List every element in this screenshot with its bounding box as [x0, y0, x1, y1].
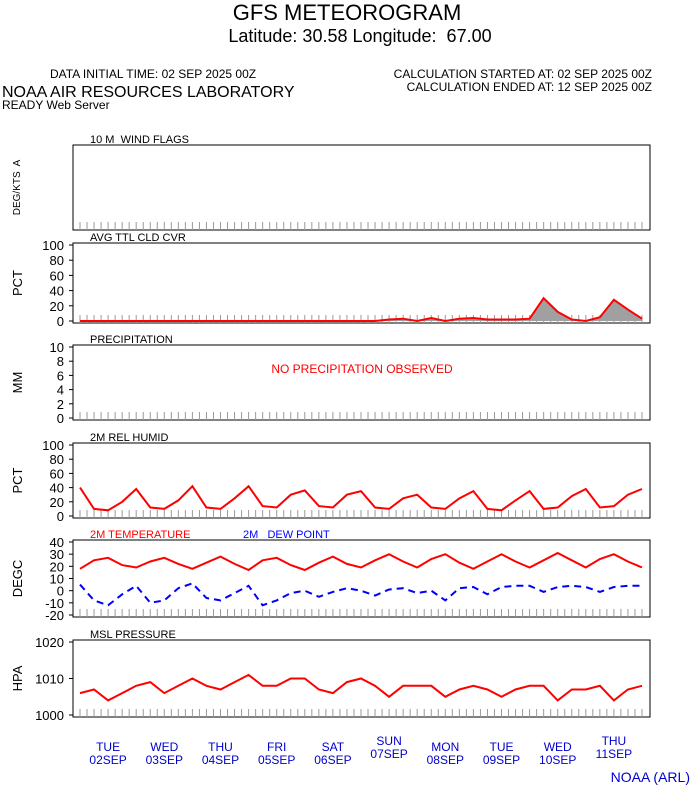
- y-tick-label: 2: [57, 397, 64, 412]
- legend-entry: 2M TEMPERATURE: [90, 529, 190, 541]
- y-tick-label: 20: [50, 495, 64, 510]
- y-tick-label: 0: [57, 314, 64, 329]
- y-axis-label: MM: [10, 372, 25, 394]
- date-label: 05SEP: [258, 753, 295, 767]
- series-line: [79, 551, 643, 572]
- initial-time: DATA INITIAL TIME: 02 SEP 2025 00Z: [50, 67, 256, 81]
- panel-title: 10 M WIND FLAGS: [90, 134, 189, 146]
- day-label: TUE: [96, 740, 120, 754]
- y-tick-label: 100: [42, 238, 64, 253]
- y-tick-label: 0: [57, 584, 64, 599]
- y-tick-label: 0: [57, 411, 64, 426]
- y-tick-label: 1010: [35, 672, 64, 687]
- panel-title: 2M REL HUMID: [90, 432, 168, 444]
- calc-ended: CALCULATION ENDED AT: 12 SEP 2025 00Z: [407, 80, 652, 94]
- annotation: NO PRECIPITATION OBSERVED: [271, 362, 453, 376]
- date-label: 02SEP: [89, 753, 126, 767]
- day-label: SUN: [376, 734, 401, 748]
- panel-frame: [72, 344, 651, 421]
- panel-title: AVG TTL CLD CVR: [90, 232, 186, 244]
- date-label: 11SEP: [596, 747, 632, 761]
- y-axis-label: DEGC: [10, 560, 25, 598]
- y-tick-label: 8: [57, 354, 64, 369]
- panel-title: PRECIPITATION: [90, 334, 173, 346]
- subtitle: Latitude: 30.58 Longitude: 67.00: [228, 26, 491, 46]
- y-tick-label: 20: [50, 559, 64, 574]
- y-tick-label: 4: [57, 383, 64, 398]
- date-label: 04SEP: [202, 753, 239, 767]
- day-label: THU: [602, 734, 627, 748]
- y-tick-label: 80: [50, 452, 64, 467]
- day-label: WED: [150, 740, 178, 754]
- day-label: FRI: [267, 740, 286, 754]
- y-tick-label: 1020: [35, 635, 64, 650]
- org: NOAA AIR RESOURCES LABORATORY: [2, 84, 295, 101]
- y-axis-label: PCT: [10, 270, 25, 296]
- series-line: [79, 673, 643, 702]
- day-label: THU: [208, 740, 233, 754]
- date-label: 07SEP: [370, 747, 407, 761]
- series-line: [79, 582, 642, 607]
- footer: NOAA (ARL): [611, 769, 690, 785]
- server: READY Web Server: [2, 98, 110, 112]
- date-label: 09SEP: [483, 753, 520, 767]
- panel-frame: [72, 539, 651, 618]
- y-axis-label: PCT: [10, 467, 25, 493]
- y-tick-label: 10: [50, 572, 64, 587]
- panel-frame: [72, 144, 651, 231]
- y-tick-label: 6: [57, 368, 64, 383]
- series-line: [79, 484, 643, 512]
- y-axis-label: HPA: [10, 665, 25, 691]
- y-axis-label: DEG/KTS A: [12, 159, 23, 215]
- y-tick-label: 60: [50, 466, 64, 481]
- title: GFS METEOROGRAM: [233, 0, 462, 25]
- date-label: 03SEP: [146, 753, 183, 767]
- day-label: MON: [431, 740, 459, 754]
- y-tick-label: -10: [45, 596, 64, 611]
- panel-frame: [72, 442, 651, 519]
- y-tick-label: 20: [50, 299, 64, 314]
- date-label: 10SEP: [539, 753, 576, 767]
- y-tick-label: 60: [50, 268, 64, 283]
- y-tick-label: 40: [50, 284, 64, 299]
- y-tick-label: 1000: [35, 708, 64, 723]
- y-tick-label: 30: [50, 547, 64, 562]
- y-tick-label: 80: [50, 253, 64, 268]
- panel-frame: [72, 242, 651, 324]
- panel-title: MSL PRESSURE: [90, 629, 176, 641]
- calc-started: CALCULATION STARTED AT: 02 SEP 2025 00Z: [394, 67, 652, 81]
- day-label: TUE: [490, 740, 514, 754]
- y-tick-label: -20: [45, 608, 64, 623]
- series-line: [80, 296, 643, 323]
- day-label: SAT: [322, 740, 345, 754]
- y-tick-label: 100: [42, 438, 64, 453]
- day-label: WED: [544, 740, 572, 754]
- date-label: 08SEP: [427, 753, 464, 767]
- y-tick-label: 10: [50, 340, 64, 355]
- y-tick-label: 40: [50, 535, 64, 550]
- legend-entry: 2M DEW POINT: [243, 529, 330, 541]
- y-tick-label: 0: [57, 509, 64, 524]
- date-label: 06SEP: [314, 753, 351, 767]
- y-tick-label: 40: [50, 481, 64, 496]
